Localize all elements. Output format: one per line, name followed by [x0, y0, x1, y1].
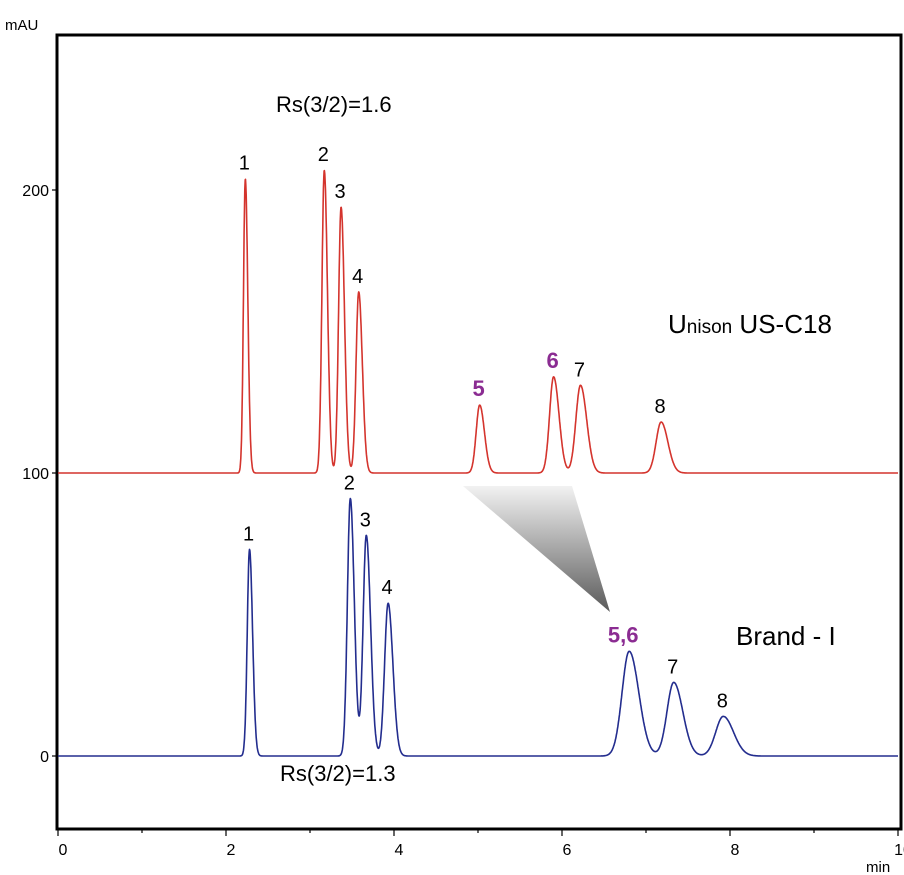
x-tick-label: 0	[59, 842, 68, 859]
series-label-unison-rest: US-C18	[732, 309, 832, 339]
x-tick-label: 6	[563, 842, 572, 859]
y-tick-label: 100	[22, 466, 49, 483]
series-label-unison-initial: U	[668, 309, 687, 339]
x-tick-label: 2	[227, 842, 236, 859]
peak-label: 3	[360, 509, 371, 531]
series-label-unison-smallcaps: nison	[687, 317, 732, 338]
y-tick-label: 0	[40, 749, 49, 766]
x-tick-label: 10	[894, 842, 904, 859]
y-axis: 0 100 200	[22, 183, 57, 766]
peak-label: 5	[473, 376, 485, 401]
zoom-wedge	[463, 486, 610, 612]
y-tick-label: 200	[22, 183, 49, 200]
resolution-annotation-brand-i: Rs(3/2)=1.3	[280, 761, 396, 786]
peak-label: 7	[574, 359, 585, 381]
series-label-unison: Unison US-C18	[668, 309, 832, 339]
resolution-annotation-unison: Rs(3/2)=1.6	[276, 92, 392, 117]
peak-label: 5,6	[608, 622, 639, 647]
x-axis-unit: min	[866, 859, 890, 875]
peak-label: 1	[243, 523, 254, 545]
x-axis: 0 2 4 6 8 10	[57, 829, 904, 859]
peak-label: 3	[335, 181, 346, 203]
peak-label: 4	[352, 266, 363, 288]
x-tick-label: 8	[731, 842, 740, 859]
x-tick-label: 4	[395, 842, 404, 859]
trace-unison	[57, 169, 899, 474]
plot-frame	[55, 33, 903, 831]
series-label-brand-i: Brand - I	[736, 621, 836, 651]
peak-label: 8	[717, 690, 728, 712]
y-axis-unit: mAU	[5, 17, 38, 34]
trace-brand-i	[57, 497, 899, 757]
peak-label: 6	[546, 348, 558, 373]
peak-label: 7	[667, 656, 678, 678]
peak-label: 1	[239, 153, 250, 175]
peak-label: 8	[655, 396, 666, 418]
peak-label: 2	[318, 144, 329, 166]
peak-label: 2	[344, 472, 355, 494]
peak-label: 4	[382, 577, 393, 599]
